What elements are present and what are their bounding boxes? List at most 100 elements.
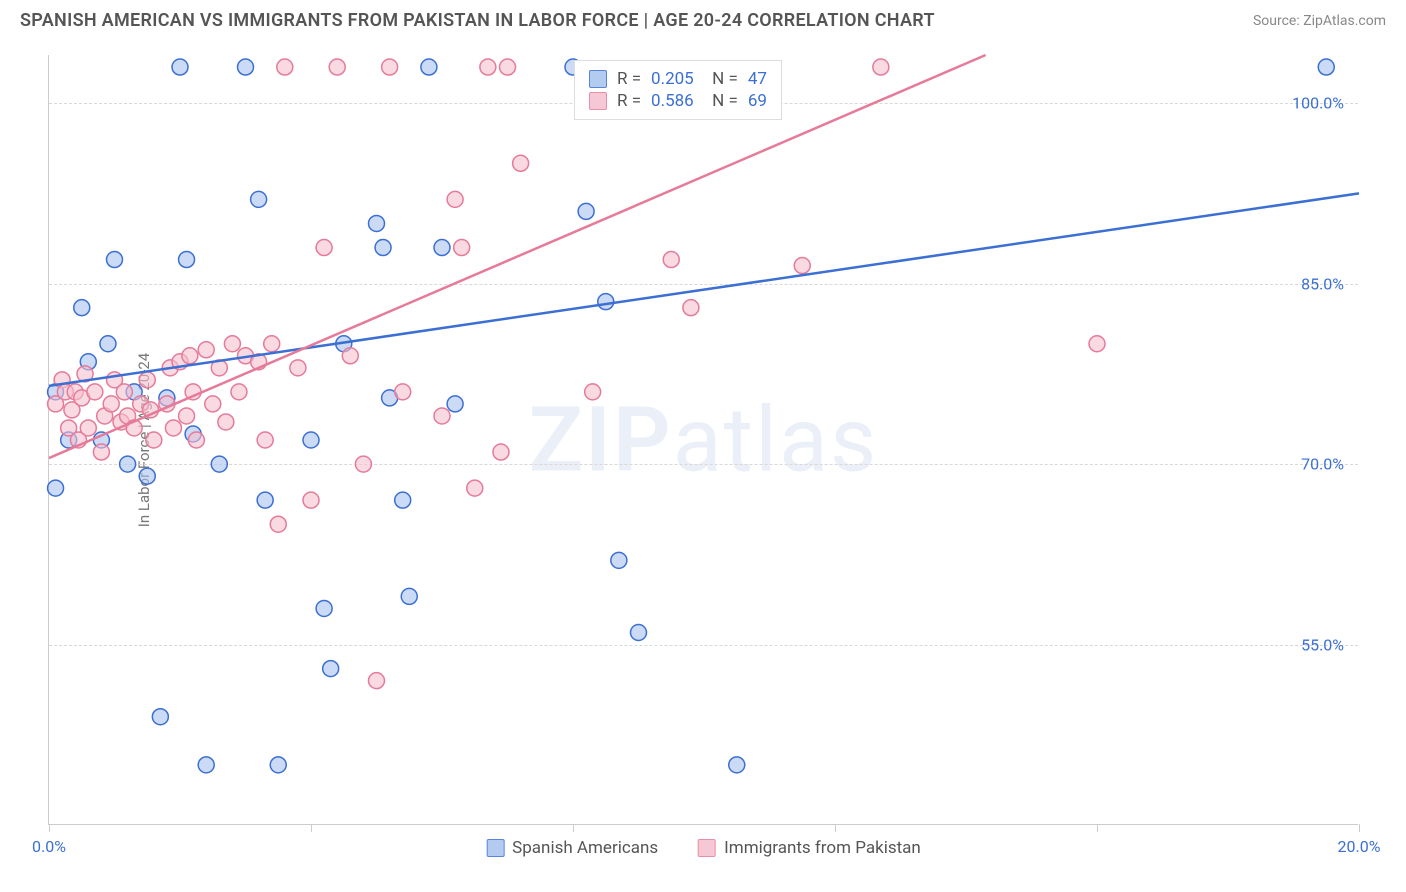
legend-n-value: 69 — [748, 91, 767, 111]
data-point — [375, 240, 391, 256]
data-point — [434, 408, 450, 424]
x-tick — [311, 824, 312, 832]
data-point — [198, 342, 214, 358]
data-point — [87, 384, 103, 400]
data-point — [729, 757, 745, 773]
legend-series-label: Spanish Americans — [512, 838, 658, 858]
data-point — [369, 673, 385, 689]
data-point — [873, 59, 889, 75]
data-point — [205, 396, 221, 412]
data-point — [500, 59, 516, 75]
data-point — [290, 360, 306, 376]
data-point — [467, 480, 483, 496]
data-point — [794, 258, 810, 274]
x-tick — [573, 824, 574, 832]
x-tick-label: 0.0% — [32, 837, 66, 856]
legend-swatch — [486, 839, 504, 857]
data-point — [270, 757, 286, 773]
data-point — [238, 59, 254, 75]
data-point — [188, 432, 204, 448]
legend-swatch — [698, 839, 716, 857]
data-point — [513, 155, 529, 171]
data-point — [172, 59, 188, 75]
data-point — [270, 516, 286, 532]
data-point — [1318, 59, 1334, 75]
data-point — [611, 552, 627, 568]
data-point — [231, 384, 247, 400]
data-point — [116, 384, 132, 400]
data-point — [316, 600, 332, 616]
data-point — [598, 294, 614, 310]
data-point — [120, 456, 136, 472]
legend-r-label: R = — [617, 69, 641, 89]
data-point — [74, 300, 90, 316]
data-point — [93, 444, 109, 460]
data-point — [48, 480, 64, 496]
data-point — [434, 240, 450, 256]
data-point — [585, 384, 601, 400]
legend-swatch — [589, 92, 607, 110]
data-point — [218, 414, 234, 430]
x-tick — [1097, 824, 1098, 832]
data-point — [303, 432, 319, 448]
data-point — [257, 432, 273, 448]
chart-plot-area: In Labor Force | Age 20-24 ZIPatlas 55.0… — [48, 55, 1358, 825]
chart-title: SPANISH AMERICAN VS IMMIGRANTS FROM PAKI… — [20, 10, 935, 31]
data-point — [103, 396, 119, 412]
data-point — [224, 336, 240, 352]
data-point — [329, 59, 345, 75]
data-point — [421, 59, 437, 75]
data-point — [277, 59, 293, 75]
legend-item: Spanish Americans — [486, 838, 658, 858]
data-point — [179, 252, 195, 268]
data-point — [493, 444, 509, 460]
data-point — [454, 240, 470, 256]
data-point — [139, 468, 155, 484]
data-point — [323, 661, 339, 677]
data-point — [395, 492, 411, 508]
data-point — [211, 456, 227, 472]
data-point — [139, 372, 155, 388]
scatter-plot-svg — [49, 55, 1358, 824]
data-point — [382, 59, 398, 75]
data-point — [369, 215, 385, 231]
legend-series-label: Immigrants from Pakistan — [724, 838, 921, 858]
data-point — [152, 709, 168, 725]
legend-swatch — [589, 70, 607, 88]
data-point — [264, 336, 280, 352]
data-point — [480, 59, 496, 75]
legend-r-value: 0.205 — [651, 69, 694, 89]
data-point — [257, 492, 273, 508]
legend-row: R = 0.205 N = 47 — [589, 69, 767, 89]
data-point — [578, 203, 594, 219]
data-point — [342, 348, 358, 364]
data-point — [182, 348, 198, 364]
x-tick-label: 20.0% — [1338, 837, 1381, 856]
x-tick — [49, 824, 50, 832]
legend-n-label: N = — [704, 91, 738, 111]
x-tick — [1359, 824, 1360, 832]
legend-r-value: 0.586 — [651, 91, 694, 111]
legend-item: Immigrants from Pakistan — [698, 838, 921, 858]
data-point — [683, 300, 699, 316]
data-point — [146, 432, 162, 448]
data-point — [401, 588, 417, 604]
data-point — [107, 252, 123, 268]
data-point — [1089, 336, 1105, 352]
data-point — [447, 396, 463, 412]
data-point — [447, 191, 463, 207]
data-point — [165, 420, 181, 436]
data-point — [80, 420, 96, 436]
data-point — [100, 336, 116, 352]
data-point — [395, 384, 411, 400]
data-point — [303, 492, 319, 508]
legend-row: R = 0.586 N = 69 — [589, 91, 767, 111]
legend-n-value: 47 — [748, 69, 767, 89]
data-point — [251, 191, 267, 207]
data-point — [631, 625, 647, 641]
data-point — [355, 456, 371, 472]
data-point — [179, 408, 195, 424]
legend-r-label: R = — [617, 91, 641, 111]
data-point — [663, 252, 679, 268]
source-label: Source: ZipAtlas.com — [1253, 13, 1386, 29]
